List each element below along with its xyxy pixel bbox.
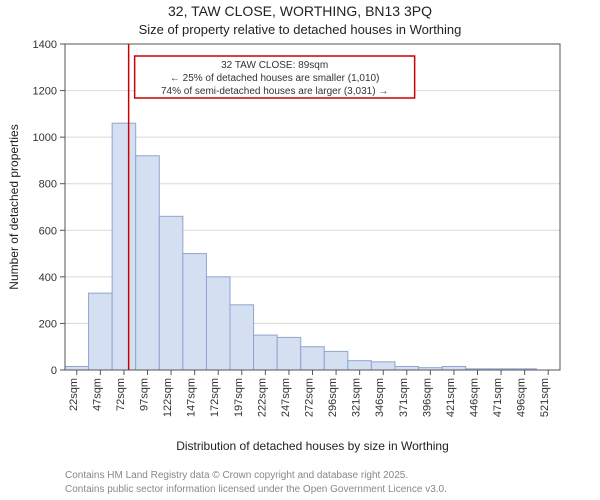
x-tick-label: 396sqm — [421, 378, 433, 417]
y-tick-label: 200 — [39, 318, 57, 330]
y-tick-label: 800 — [39, 179, 57, 191]
x-tick-label: 47sqm — [91, 378, 103, 411]
histogram-bar — [65, 367, 89, 370]
y-tick-label: 400 — [39, 272, 57, 284]
histogram-bar — [112, 123, 136, 370]
histogram-bar — [183, 254, 207, 370]
histogram-bar — [324, 351, 348, 370]
histogram-bar — [301, 347, 325, 370]
x-tick-label: 122sqm — [162, 378, 174, 417]
x-tick-label: 97sqm — [139, 378, 151, 411]
x-tick-label: 197sqm — [233, 378, 245, 417]
histogram-bar — [442, 367, 466, 370]
annotation-line: 74% of semi-detached houses are larger (… — [161, 86, 388, 97]
annotation-line: ← 25% of detached houses are smaller (1,… — [170, 73, 380, 84]
x-tick-label: 296sqm — [327, 378, 339, 417]
x-tick-label: 72sqm — [115, 378, 127, 411]
chart-subtitle: Size of property relative to detached ho… — [139, 22, 462, 37]
x-tick-label: 272sqm — [304, 378, 316, 417]
y-tick-label: 600 — [39, 225, 57, 237]
histogram-bar — [254, 335, 278, 370]
x-tick-label: 496sqm — [516, 378, 528, 417]
y-tick-label: 1400 — [33, 39, 57, 51]
x-tick-label: 22sqm — [68, 378, 80, 411]
histogram-bar — [348, 361, 372, 370]
x-tick-label: 222sqm — [256, 378, 268, 417]
histogram-bar — [395, 367, 419, 370]
x-tick-label: 421sqm — [445, 378, 457, 417]
x-tick-label: 247sqm — [280, 378, 292, 417]
histogram-bar — [89, 293, 113, 370]
histogram-bar — [230, 305, 254, 370]
x-axis-label: Distribution of detached houses by size … — [176, 439, 449, 453]
histogram-bar — [206, 277, 230, 370]
y-tick-label: 1200 — [33, 86, 57, 98]
x-tick-label: 521sqm — [539, 378, 551, 417]
x-tick-label: 446sqm — [469, 378, 481, 417]
footer-text: Contains HM Land Registry data © Crown c… — [65, 470, 408, 481]
histogram-bar — [371, 362, 395, 370]
x-tick-label: 172sqm — [209, 378, 221, 417]
x-tick-label: 371sqm — [398, 378, 410, 417]
x-tick-label: 346sqm — [374, 378, 386, 417]
histogram-chart: 0 200 400 600 800 1000 1200 1400 22sqm 47sqm 72sqm… — [0, 0, 600, 500]
footer-text: Contains public sector information licen… — [65, 484, 447, 495]
x-tick-label: 471sqm — [492, 378, 504, 417]
histogram-bar — [159, 216, 183, 370]
x-tick-label: 321sqm — [351, 378, 363, 417]
y-axis-label: Number of detached properties — [7, 124, 21, 289]
annotation-line: 32 TAW CLOSE: 89sqm — [221, 60, 328, 71]
y-tick-label: 1000 — [33, 132, 57, 144]
y-tick-label: 0 — [51, 365, 57, 377]
x-tick-label: 147sqm — [186, 378, 198, 417]
histogram-bar — [277, 337, 301, 370]
chart-title: 32, TAW CLOSE, WORTHING, BN13 3PQ — [168, 3, 432, 19]
histogram-bar — [136, 156, 160, 370]
